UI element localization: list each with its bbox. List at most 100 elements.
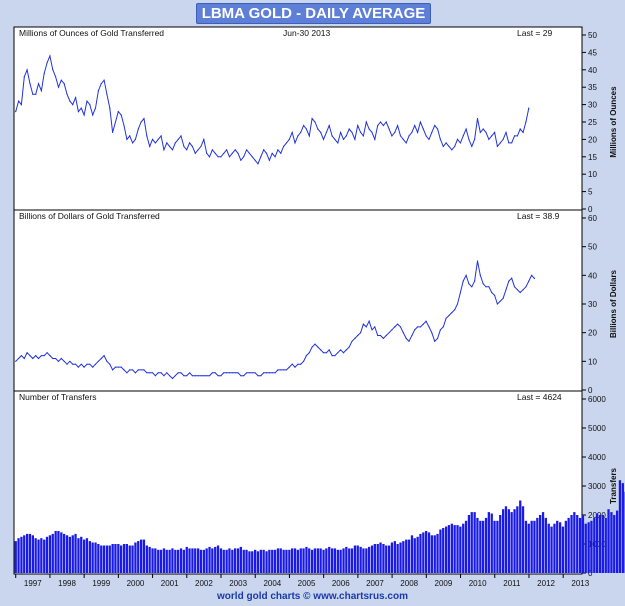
data-bar [177, 549, 180, 573]
data-point [357, 124, 359, 127]
x-tick-label: 1999 [92, 579, 110, 588]
data-point [476, 260, 479, 262]
data-bar [308, 548, 311, 573]
data-point [160, 372, 162, 374]
data-bar [157, 549, 160, 573]
data-bar [251, 551, 254, 574]
data-bar [385, 545, 388, 573]
data-point [57, 86, 60, 88]
data-point [297, 363, 299, 365]
data-point [476, 117, 479, 120]
data-bar [254, 549, 257, 573]
data-point [183, 145, 185, 147]
data-point [505, 289, 507, 291]
data-point [237, 372, 239, 374]
data-bar [333, 548, 337, 573]
data-point [77, 111, 79, 113]
data-point [109, 107, 111, 109]
data-point [246, 149, 248, 151]
data-point [451, 149, 453, 151]
data-bar [262, 549, 265, 573]
data-point [468, 138, 470, 140]
data-bar [493, 520, 496, 573]
data-point [123, 369, 125, 371]
data-point [206, 375, 208, 377]
data-point [260, 156, 262, 158]
data-point [223, 152, 225, 154]
data-point [331, 135, 333, 137]
data-point [126, 372, 128, 374]
data-point [445, 142, 447, 144]
data-point [109, 363, 111, 365]
data-point [149, 145, 151, 147]
y-tick-label: 25 [588, 118, 597, 127]
data-bar [604, 517, 607, 573]
panel-title: Millions of Ounces of Gold Transferred [19, 28, 164, 38]
data-point [208, 375, 211, 377]
data-point [114, 121, 117, 123]
data-point [340, 349, 342, 351]
data-point [49, 355, 51, 357]
data-point [511, 277, 513, 279]
data-point [388, 128, 390, 130]
data-bar [88, 541, 91, 573]
data-point [35, 93, 37, 95]
data-point [448, 314, 450, 317]
data-bar [533, 520, 536, 573]
data-point [417, 131, 419, 133]
data-point [337, 352, 339, 354]
data-point [311, 346, 313, 348]
data-point [488, 138, 490, 140]
data-bar [134, 542, 137, 573]
data-point [129, 135, 131, 137]
data-bar [487, 512, 490, 573]
data-bar [436, 533, 439, 573]
data-point [491, 291, 493, 294]
data-bar [390, 542, 394, 573]
data-point [37, 83, 40, 85]
data-point [52, 357, 54, 360]
data-point [240, 159, 242, 161]
data-bar [516, 506, 519, 573]
data-point [160, 135, 162, 137]
data-point [479, 131, 481, 133]
data-point [189, 142, 191, 144]
data-point [140, 121, 142, 123]
data-bar [336, 549, 339, 573]
data-point [163, 149, 165, 151]
data-bar [54, 531, 57, 573]
data-point [434, 340, 436, 342]
data-point [451, 312, 453, 314]
data-point [334, 138, 336, 140]
data-point [237, 152, 239, 154]
data-bar [34, 538, 37, 573]
data-bar [544, 517, 547, 573]
data-bar [573, 512, 576, 573]
data-bar [393, 541, 396, 573]
data-bar [83, 539, 86, 573]
data-bar [519, 500, 522, 573]
data-bar [470, 512, 473, 573]
data-point [439, 138, 441, 140]
data-point [397, 124, 399, 127]
data-bar [430, 535, 433, 573]
data-point [505, 131, 507, 133]
data-bar [45, 536, 49, 574]
x-tick-label: 2011 [503, 579, 521, 588]
y-tick-label: 60 [588, 214, 597, 223]
data-point [465, 274, 467, 276]
data-bar [462, 523, 465, 573]
data-point [177, 138, 179, 140]
data-point [271, 372, 273, 374]
y-tick-label: 30 [588, 101, 597, 110]
panel-last-value: Last = 29 [517, 28, 552, 38]
data-point [513, 135, 516, 137]
data-bar [125, 544, 128, 573]
data-bar [94, 542, 97, 573]
data-point [431, 131, 433, 133]
data-bar [111, 544, 114, 573]
data-point [513, 286, 516, 288]
data-point [75, 97, 77, 99]
data-point [377, 334, 379, 337]
data-bar [453, 525, 456, 573]
